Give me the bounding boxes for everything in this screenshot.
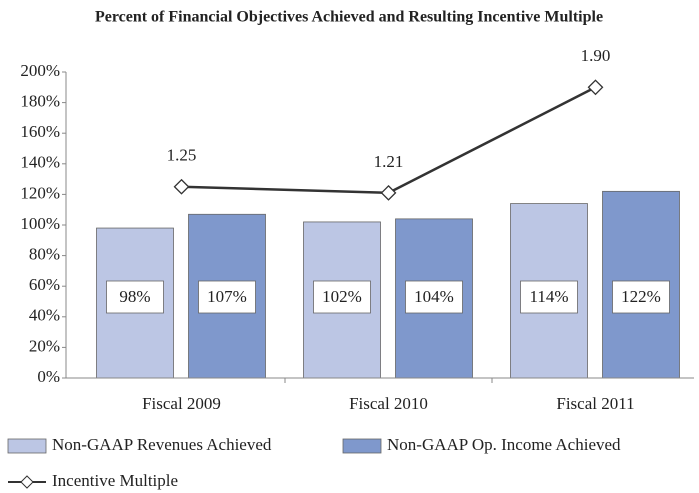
value-label-box [405,280,463,314]
value-label: 98% [119,287,150,306]
legend-swatch [7,438,47,454]
x-tick-label: Fiscal 2010 [349,394,428,413]
value-label-box [198,280,256,314]
line-point [173,178,190,195]
legend-label: Incentive Multiple [52,471,178,490]
y-tick-label: 180% [20,92,60,111]
legend-marker [20,475,34,489]
y-tick-label: 100% [20,214,60,233]
value-label: 114% [529,287,568,306]
y-tick-label: 80% [29,245,60,264]
line [181,86,597,195]
y-tick-label: 200% [20,61,60,80]
value-label: 102% [322,287,362,306]
legend-label: Non-GAAP Op. Income Achieved [387,435,621,454]
x-tick-label: Fiscal 2009 [142,394,221,413]
y-tick-label: 60% [29,275,60,294]
legend-swatch [342,438,382,454]
line-value-label: 1.25 [167,146,197,165]
value-label-box [520,280,578,314]
y-tick-label: 40% [29,306,60,325]
chart-title: Percent of Financial Objectives Achieved… [95,9,603,26]
value-label-box [612,280,670,314]
line-value-label: 1.90 [581,46,611,65]
line-point [587,79,604,96]
line-value-label: 1.21 [374,152,404,171]
y-tick-label: 20% [29,336,60,355]
value-label: 107% [207,287,247,306]
value-label: 104% [414,287,454,306]
value-label: 122% [621,287,661,306]
x-tick-label: Fiscal 2011 [556,394,634,413]
value-label-box [313,280,371,314]
y-tick-label: 0% [37,367,60,386]
y-tick-label: 120% [20,183,60,202]
line-point [380,184,397,201]
legend-label: Non-GAAP Revenues Achieved [52,435,272,454]
y-tick-label: 140% [20,153,60,172]
value-label-box [106,280,164,314]
y-tick-label: 160% [20,122,60,141]
